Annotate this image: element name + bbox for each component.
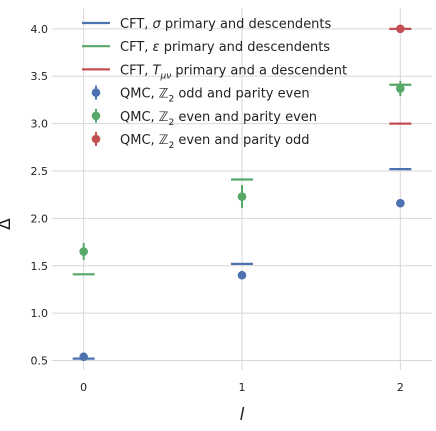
qmc-point — [237, 192, 247, 201]
legend-point-swatch — [91, 111, 101, 121]
data-marks — [72, 24, 412, 362]
qmc-point — [79, 247, 88, 256]
qmc-point — [396, 84, 405, 93]
legend-entry: QMC, ℤ2 even and parity odd — [120, 133, 310, 151]
legend: CFT, σ primary and descendents CFT, ε pri… — [82, 17, 347, 151]
y-tick-label: 2.0 — [31, 212, 49, 225]
x-tick-label: 1 — [239, 381, 246, 394]
y-tick-label: 1.0 — [31, 307, 49, 320]
tick-labels: 0.5 1.0 1.5 2.0 2.5 3.0 3.5 4.0 0 1 2 — [31, 23, 404, 394]
y-tick-label: 3.5 — [31, 70, 49, 83]
x-tick-label: 0 — [80, 381, 87, 394]
grid-lines — [52, 8, 432, 370]
y-axis-label: Δ — [0, 218, 15, 230]
qmc-point — [237, 270, 247, 280]
legend-entry: QMC, ℤ2 odd and parity even — [120, 87, 310, 105]
legend-entry: CFT, Tμν primary and a descendent — [120, 63, 347, 81]
y-tick-label: 0.5 — [31, 355, 49, 368]
qmc-point — [79, 352, 88, 362]
y-tick-label: 2.5 — [31, 165, 49, 178]
qmc-point — [396, 198, 405, 208]
y-tick-label: 1.5 — [31, 260, 49, 273]
legend-point-swatch — [91, 88, 101, 97]
legend-entry: QMC, ℤ2 even and parity even — [120, 110, 317, 128]
legend-point-swatch — [91, 134, 101, 144]
y-tick-label: 4.0 — [31, 23, 49, 36]
x-tick-label: 2 — [397, 381, 404, 394]
legend-entry: CFT, σ primary and descendents — [120, 17, 332, 32]
y-tick-label: 3.0 — [31, 118, 49, 131]
legend-entry: CFT, ε primary and descendents — [120, 40, 330, 55]
x-axis-label: l — [240, 405, 245, 425]
qmc-point — [396, 24, 405, 34]
